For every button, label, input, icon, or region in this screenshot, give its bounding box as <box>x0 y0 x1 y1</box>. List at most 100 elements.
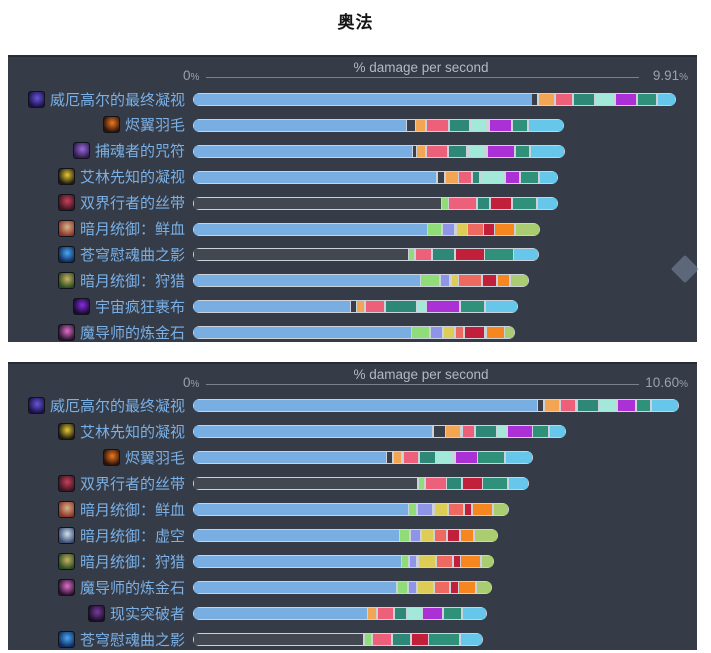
emberwing-feather-icon <box>102 448 120 466</box>
bar-segment-teal2 <box>513 197 536 209</box>
item-label[interactable]: 魔导师的炼金石 <box>8 322 185 342</box>
bar-segment-pink <box>373 634 391 645</box>
darkmoon-blood-card-icon <box>57 220 75 237</box>
bar-segment-teal2 <box>533 426 548 437</box>
bar-segment-dark <box>351 301 356 313</box>
bar-segment-teal2 <box>461 301 484 313</box>
seer-gaze-orb-icon <box>57 168 75 186</box>
bar-segment-crimson <box>491 197 511 209</box>
item-label[interactable]: 双界行者的丝带 <box>8 193 185 213</box>
bar-segment-teal <box>574 94 594 105</box>
bar-segment-mint <box>469 145 483 157</box>
chart-row: 烬翼羽毛 <box>8 448 697 471</box>
bar-segment-yellow <box>418 582 433 593</box>
bar-segment-blue <box>194 582 396 593</box>
final-gaze-eye-icon <box>27 90 45 108</box>
bar-segment-blue <box>194 504 408 515</box>
item-label[interactable]: 暗月统御：狩猎 <box>8 270 185 290</box>
dps-bar <box>193 144 565 158</box>
dps-bar <box>193 300 518 314</box>
bar-segment-ygreen <box>516 223 539 235</box>
bar-segment-pink <box>561 400 575 411</box>
bar-segment-dark <box>532 94 537 105</box>
bar-segment-orangeB <box>487 327 504 339</box>
darkmoon-blood-card-icon <box>57 500 75 518</box>
bar-segment-mint <box>596 94 613 105</box>
chart-row: 暗月统御：狩猎 <box>8 271 697 294</box>
dps-bar <box>193 633 483 646</box>
bar-segment-orangeA <box>368 608 376 619</box>
bar-segment-teal2 <box>483 478 507 489</box>
item-label-text: 艾林先知的凝视 <box>79 169 185 187</box>
chart-row: 暗月统御：鲜血 <box>8 220 697 243</box>
item-label[interactable]: 威厄高尔的最终凝视 <box>8 89 185 109</box>
dps-bar <box>193 529 498 542</box>
bar-segment-mint <box>417 301 426 313</box>
item-label[interactable]: 暗月统御：虚空 <box>8 525 185 545</box>
bar-segment-crimson <box>463 478 482 489</box>
item-label[interactable]: 烬翼羽毛 <box>8 447 185 467</box>
item-label[interactable]: 艾林先知的凝视 <box>8 421 185 441</box>
item-label[interactable]: 苍穹慰魂曲之影 <box>8 244 185 264</box>
bar-segment-teal <box>386 301 416 313</box>
bar-segment-blue <box>194 608 367 619</box>
bar-segment-teal2 <box>429 634 459 645</box>
bar-segment-salmon <box>456 327 463 339</box>
bar-segment-teal2 <box>513 119 527 131</box>
bar-segment-orangeA <box>446 426 460 437</box>
chart-row: 魔导师的炼金石 <box>8 323 697 346</box>
item-label[interactable]: 暗月统御：鲜血 <box>8 219 185 239</box>
bar-segment-crimson <box>465 504 471 515</box>
chart-row: 暗月统御：虚空 <box>8 526 697 549</box>
bar-segment-crimson <box>465 327 484 339</box>
bar-segment-orangeA <box>539 94 554 105</box>
chart-rows: 威厄高尔的最终凝视艾林先知的凝视烬翼羽毛双界行者的丝带 暗月统御：鲜血 暗月统御：虚… <box>8 364 697 650</box>
item-label[interactable]: 双界行者的丝带 <box>8 473 185 493</box>
bar-segment-crimson <box>451 582 458 593</box>
item-label-text: 烬翼羽毛 <box>124 449 185 467</box>
bar-segment-lgreen <box>419 478 424 489</box>
item-label[interactable]: 宇宙疯狂裹布 <box>8 296 185 316</box>
item-label[interactable]: 现实突破者 <box>8 603 185 623</box>
item-label[interactable]: 威厄高尔的最终凝视 <box>8 395 185 415</box>
item-label[interactable]: 暗月统御：狩猎 <box>8 551 185 571</box>
item-label[interactable]: 魔导师的炼金石 <box>8 577 185 597</box>
bar-segment-yellow <box>422 530 433 541</box>
bar-segment-pink <box>556 94 572 105</box>
item-label[interactable]: 捕魂者的咒符 <box>8 141 185 161</box>
item-label-text: 威厄高尔的最终凝视 <box>49 397 185 415</box>
bar-segment-orangeB <box>459 582 475 593</box>
bar-segment-dark <box>407 119 415 131</box>
bar-segment-capblue <box>461 634 482 645</box>
bar-segment-crimson <box>456 249 484 261</box>
bar-segment-teal2 <box>638 94 656 105</box>
bar-segment-orangeB <box>473 504 492 515</box>
bar-segment-dark <box>538 400 543 411</box>
chart-row: 暗月统御：鲜血 <box>8 500 697 523</box>
bar-segment-teal2 <box>637 400 650 411</box>
bar-segment-teal <box>433 249 454 261</box>
bar-segment-ygreen <box>477 582 491 593</box>
bar-segment-pink <box>416 249 431 261</box>
bar-segment-capblue <box>514 249 538 261</box>
dps-bar <box>193 326 515 340</box>
bar-segment-dark <box>438 171 444 183</box>
bar-segment-capblue <box>538 197 557 209</box>
item-label[interactable]: 烬翼羽毛 <box>8 115 185 135</box>
item-label[interactable]: 苍穹慰魂曲之影 <box>8 629 185 649</box>
bar-segment-teal <box>450 119 469 131</box>
bar-segment-yellow <box>419 556 435 567</box>
bar-segment-teal <box>393 634 410 645</box>
item-label[interactable]: 暗月统御：鲜血 <box>8 499 185 519</box>
bar-segment-purple <box>490 119 511 131</box>
bar-segment-teal <box>449 145 466 157</box>
item-label-text: 暗月统御：鲜血 <box>79 221 185 238</box>
bar-segment-gray <box>194 634 363 645</box>
item-label[interactable]: 艾林先知的凝视 <box>8 167 185 187</box>
bar-segment-orangeA <box>417 145 425 157</box>
magister-alchemist-stone-icon <box>57 578 75 596</box>
bar-segment-capblue <box>540 171 557 183</box>
bar-segment-dark <box>387 452 392 463</box>
cosmic-madness-wraps-icon <box>72 297 90 315</box>
bar-segment-blue <box>194 145 412 157</box>
